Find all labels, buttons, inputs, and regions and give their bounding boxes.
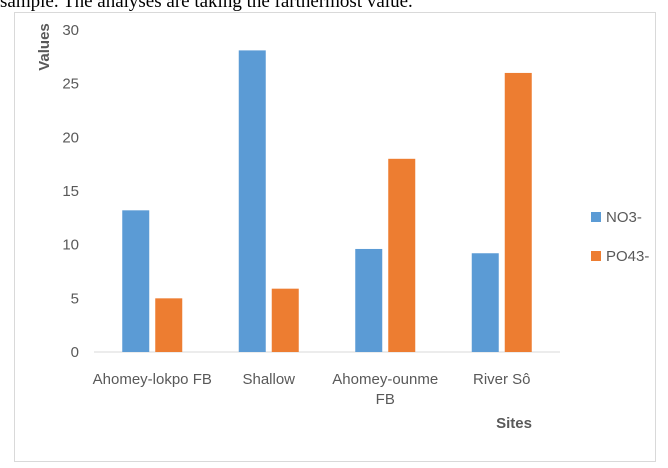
bar-po43-3 <box>504 72 532 352</box>
y-tick-label: 25 <box>62 76 79 93</box>
y-tick-label: 10 <box>62 237 79 254</box>
legend-swatch <box>591 251 601 261</box>
x-category-label: River Sô <box>473 371 531 388</box>
legend-label: PO43- <box>606 248 649 265</box>
bar-po43-2 <box>388 158 416 352</box>
y-axis-ticks: 0 5 10 15 20 25 30 <box>62 22 79 361</box>
y-tick-label: 5 <box>71 290 79 307</box>
legend-label: NO3- <box>606 209 642 226</box>
bars <box>122 50 532 352</box>
x-category-label: Ahomey-lokpo FB <box>93 371 212 388</box>
y-tick-label: 20 <box>62 129 79 146</box>
x-category-label: Shallow <box>242 371 295 388</box>
cropped-body-text: sample. The analyses are taking the fart… <box>0 0 413 12</box>
x-category-label: Ahomey-ounme FB <box>332 371 438 408</box>
legend-swatch <box>591 212 601 222</box>
y-tick-label: 0 <box>71 344 79 361</box>
y-tick-label: 30 <box>62 22 79 39</box>
bar-no3-2 <box>355 248 383 352</box>
y-axis-title: Values <box>36 23 53 71</box>
chart-frame <box>14 12 656 462</box>
legend: NO3- PO43- <box>591 209 649 265</box>
y-tick-label: 15 <box>62 183 79 200</box>
bar-no3-0 <box>122 210 150 352</box>
x-axis-title: Sites <box>496 415 532 432</box>
bar-po43-0 <box>155 298 183 352</box>
bar-no3-1 <box>238 50 266 352</box>
category-labels: Ahomey-lokpo FB Shallow Ahomey-ounme FB Rive… <box>93 371 531 408</box>
bar-no3-3 <box>471 253 499 352</box>
bar-po43-1 <box>271 288 299 352</box>
